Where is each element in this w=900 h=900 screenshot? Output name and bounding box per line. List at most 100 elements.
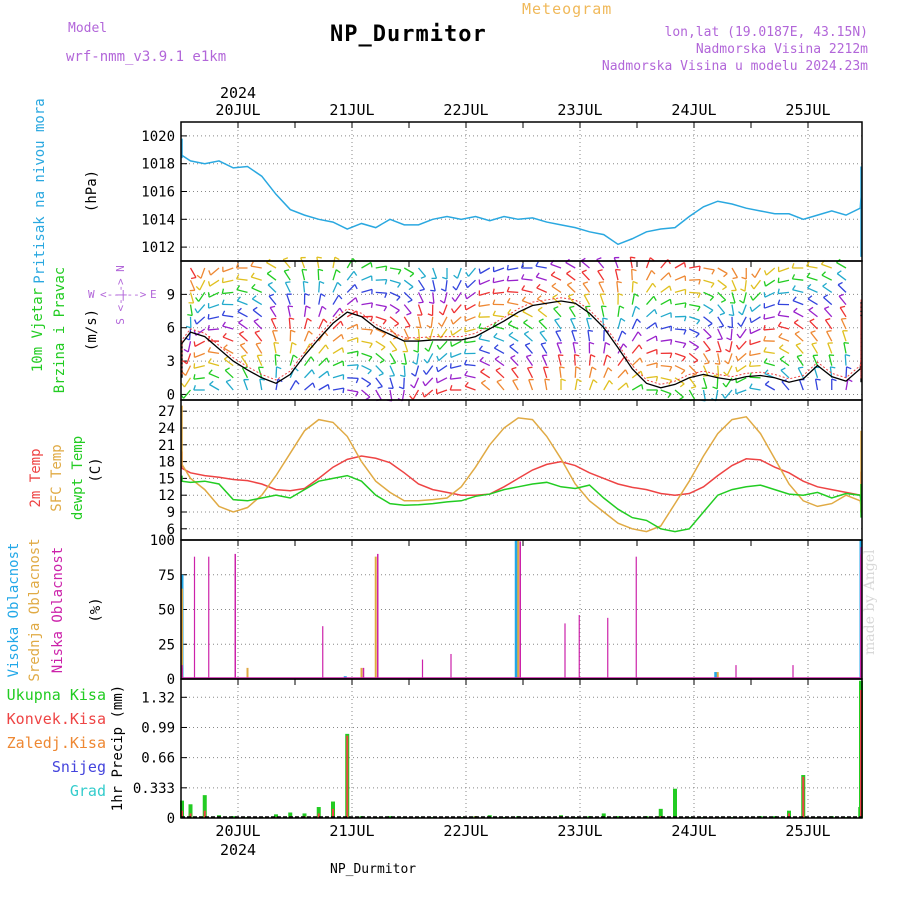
wind-barb-feather	[698, 279, 701, 285]
wind-barb	[207, 328, 220, 331]
wind-barb	[617, 382, 627, 391]
wind-barb	[616, 281, 619, 293]
wind-barb-feather	[615, 268, 621, 271]
wind-barb	[494, 347, 505, 354]
wind-barb	[375, 389, 382, 400]
wind-barb	[617, 330, 623, 342]
wind-barb	[183, 377, 192, 388]
wind-barb-feather	[778, 332, 783, 338]
wind-barb-feather	[355, 391, 359, 397]
wind-barb-feather	[492, 277, 495, 283]
wind-barb-feather	[651, 269, 656, 275]
wind-barb	[845, 379, 849, 391]
wind-barb-feather	[240, 342, 246, 346]
wind-barb	[243, 379, 249, 391]
wind-barb-feather	[424, 347, 430, 352]
wind-barb	[553, 308, 562, 318]
wind-barb-feather	[636, 318, 641, 323]
wind-barb	[507, 267, 519, 271]
wind-barb-feather	[390, 362, 396, 365]
wind-barb-feather	[669, 285, 672, 291]
wind-barb	[347, 389, 359, 393]
wind-barb	[208, 291, 220, 298]
wind-barb	[188, 328, 192, 341]
wind-barb	[222, 336, 234, 342]
wind-barb	[451, 340, 462, 347]
wind-barb-feather	[708, 309, 714, 314]
wind-barb-feather	[207, 324, 210, 331]
wind-barb-feather	[506, 297, 511, 303]
wind-barb-feather	[569, 305, 575, 309]
wind-barb-feather	[806, 261, 810, 267]
wind-barb	[455, 279, 462, 291]
wind-barb-feather	[190, 276, 197, 280]
wind-barb	[731, 304, 735, 316]
wind-barb	[568, 307, 576, 318]
wind-barb-feather	[369, 329, 374, 335]
wind-barb	[507, 290, 519, 294]
wind-barb-feather	[777, 299, 781, 305]
y-tick-label: 12	[158, 488, 175, 504]
wind-barb	[332, 360, 344, 367]
wind-barb-feather	[616, 280, 622, 284]
wind-barb-feather	[193, 341, 196, 347]
wind-barb	[251, 276, 262, 281]
wind-barb	[303, 343, 311, 354]
wind-barb	[574, 379, 578, 391]
wind-barb-feather	[631, 268, 637, 272]
wind-barb-feather	[430, 289, 436, 292]
wind-barb	[603, 380, 610, 391]
wind-barb-feather	[239, 330, 245, 335]
wind-barb	[209, 279, 220, 287]
wind-barb	[303, 318, 308, 330]
wind-barb-feather	[320, 293, 326, 297]
wind-barb-feather	[763, 358, 768, 363]
wind-barb	[587, 330, 591, 342]
wind-barb-feather	[507, 309, 512, 314]
wind-barb	[724, 389, 733, 399]
wind-barb	[403, 340, 409, 352]
wind-barb-feather	[368, 356, 373, 362]
wind-barb	[414, 365, 420, 377]
wind-barb-feather	[823, 294, 829, 298]
wind-barb-feather	[326, 357, 330, 363]
wind-barb-feather	[520, 274, 525, 280]
wind-barb-feather	[521, 296, 526, 302]
wind-barb	[646, 362, 658, 367]
wind-barb-feather	[251, 295, 257, 300]
wind-barb-feather	[208, 369, 213, 374]
wind-barb-feather	[749, 317, 752, 323]
wind-barb-feather	[506, 286, 510, 292]
wind-barb-feather	[749, 350, 752, 356]
wind-barb	[779, 347, 790, 354]
wind-barb-feather	[207, 281, 211, 287]
wind-barb	[257, 367, 263, 378]
wind-barb-feather	[831, 378, 837, 382]
wind-barb	[660, 389, 672, 395]
wind-barb-feather	[418, 301, 424, 304]
station-title: NP_Durmitor	[330, 22, 487, 47]
wind-barb-feather	[655, 335, 658, 342]
wind-barb-feather	[597, 269, 603, 272]
wind-barb-feather	[356, 364, 359, 370]
wind-barb	[557, 354, 562, 366]
wind-barb	[436, 389, 448, 395]
wind-barb	[252, 309, 263, 318]
wind-barb-feather	[763, 346, 767, 352]
wind-barb	[492, 291, 505, 295]
wind-barb-feather	[720, 299, 726, 303]
wind-barb	[731, 292, 736, 304]
wind-barb	[509, 345, 519, 354]
wind-barb	[464, 385, 476, 391]
precip-total-bar	[274, 814, 278, 818]
wind-barb-feather	[678, 396, 684, 401]
precip-total-bar	[388, 816, 392, 818]
wind-barb-feather	[719, 312, 725, 316]
wind-barb	[645, 282, 654, 293]
wind-barb	[223, 347, 234, 354]
wind-barb	[438, 352, 448, 362]
wind-barb	[479, 349, 490, 355]
wind-barb-feather	[236, 296, 241, 302]
wind-barb	[764, 383, 776, 391]
wind-barb	[274, 354, 277, 366]
